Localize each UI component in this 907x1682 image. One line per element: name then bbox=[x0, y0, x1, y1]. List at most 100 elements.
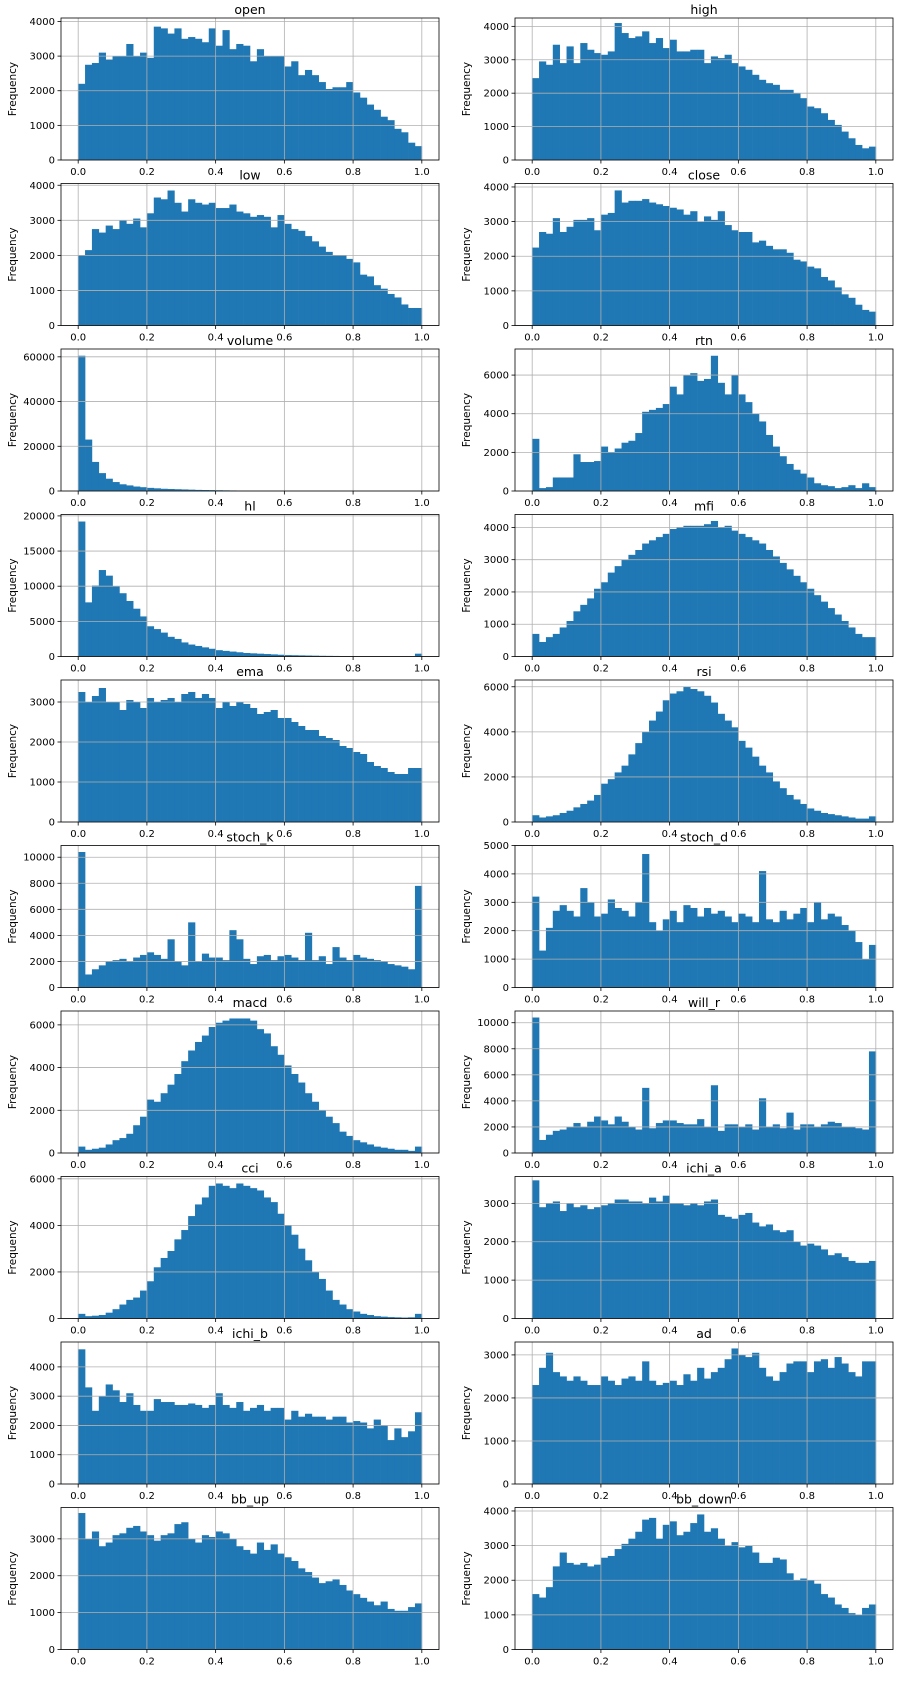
bar bbox=[236, 1402, 243, 1484]
bar bbox=[174, 203, 181, 326]
bar bbox=[587, 218, 594, 325]
x-tick-label: 0.4 bbox=[208, 1657, 224, 1668]
bar bbox=[133, 609, 140, 657]
bar bbox=[553, 911, 560, 988]
bar bbox=[133, 1125, 140, 1153]
bar bbox=[92, 1316, 99, 1319]
bar bbox=[147, 58, 154, 160]
bar bbox=[298, 1083, 305, 1153]
bar bbox=[683, 1374, 690, 1484]
bar bbox=[759, 1098, 766, 1153]
bar bbox=[291, 1561, 298, 1650]
bar bbox=[738, 534, 745, 657]
bar bbox=[841, 1364, 848, 1484]
bar bbox=[532, 78, 539, 160]
bar bbox=[209, 1027, 216, 1153]
bar bbox=[85, 250, 92, 325]
y-axis-label: Frequency bbox=[461, 889, 473, 943]
y-axis-label: Frequency bbox=[7, 1055, 19, 1109]
x-tick-label: 0.4 bbox=[662, 995, 678, 1006]
x-tick-label: 0.6 bbox=[730, 333, 746, 344]
bar bbox=[99, 688, 106, 822]
bar bbox=[580, 1381, 587, 1484]
bar bbox=[216, 1023, 223, 1153]
bar bbox=[663, 534, 670, 657]
x-tick-label: 0.8 bbox=[345, 1160, 361, 1171]
x-tick-label: 0.4 bbox=[208, 1491, 224, 1502]
bar bbox=[786, 795, 793, 822]
bar bbox=[532, 897, 539, 988]
x-tick-label: 0.0 bbox=[524, 498, 540, 509]
bar bbox=[731, 375, 738, 491]
y-tick-label: 4000 bbox=[484, 523, 509, 534]
bar bbox=[326, 89, 333, 160]
bar bbox=[326, 1420, 333, 1484]
bar bbox=[360, 1314, 367, 1319]
bar bbox=[752, 540, 759, 656]
bar bbox=[339, 746, 346, 822]
bar bbox=[677, 209, 684, 325]
bar bbox=[168, 1251, 175, 1319]
bar bbox=[869, 1604, 876, 1649]
bar bbox=[119, 959, 126, 988]
bar bbox=[862, 1263, 869, 1319]
bar bbox=[663, 1196, 670, 1319]
y-tick-label: 1000 bbox=[484, 1276, 509, 1287]
bar bbox=[99, 570, 106, 656]
bar bbox=[174, 1524, 181, 1649]
y-tick-label: 4000 bbox=[484, 869, 509, 880]
bar bbox=[85, 1387, 92, 1484]
bar bbox=[628, 555, 635, 657]
bar bbox=[154, 488, 161, 491]
bar bbox=[195, 698, 202, 822]
y-tick-label: 1000 bbox=[484, 286, 509, 297]
bar bbox=[140, 53, 147, 160]
bar bbox=[587, 50, 594, 160]
y-tick-label: 3000 bbox=[484, 898, 509, 909]
bar bbox=[677, 1203, 684, 1318]
bar bbox=[305, 70, 312, 160]
chart-title: rsi bbox=[696, 664, 711, 679]
bar bbox=[202, 694, 209, 822]
bar bbox=[339, 1585, 346, 1650]
bar bbox=[346, 1590, 353, 1649]
bar bbox=[250, 217, 257, 326]
chart-title: ichi_a bbox=[686, 1161, 722, 1176]
bar bbox=[92, 63, 99, 160]
bar bbox=[704, 908, 711, 988]
bar bbox=[594, 1385, 601, 1484]
x-tick-label: 0.6 bbox=[730, 664, 746, 675]
y-tick-label: 0 bbox=[49, 652, 55, 663]
y-tick-label: 4000 bbox=[30, 931, 55, 942]
chart-title: macd bbox=[233, 995, 268, 1010]
bar bbox=[848, 485, 855, 491]
bar bbox=[601, 447, 608, 491]
bar bbox=[759, 544, 766, 657]
bar bbox=[78, 1349, 85, 1484]
bar bbox=[738, 232, 745, 326]
bar bbox=[353, 1421, 360, 1484]
bar bbox=[154, 198, 161, 326]
y-axis-label: Frequency bbox=[461, 558, 473, 612]
bar bbox=[615, 1385, 622, 1484]
bar bbox=[264, 1550, 271, 1650]
bar bbox=[360, 98, 367, 160]
bar bbox=[236, 212, 243, 326]
x-tick-label: 0.8 bbox=[345, 829, 361, 840]
bar bbox=[408, 143, 415, 160]
bar bbox=[291, 229, 298, 325]
bar bbox=[195, 1405, 202, 1484]
bar bbox=[133, 702, 140, 822]
bar bbox=[704, 1201, 711, 1318]
bar bbox=[312, 960, 319, 987]
bar bbox=[546, 234, 553, 326]
bar bbox=[704, 1379, 711, 1484]
x-tick-label: 0.8 bbox=[345, 333, 361, 344]
bar bbox=[346, 748, 353, 822]
bar bbox=[387, 120, 394, 160]
bar bbox=[99, 1546, 106, 1649]
bar bbox=[106, 1313, 113, 1319]
bar bbox=[394, 1150, 401, 1153]
x-tick-label: 0.0 bbox=[70, 167, 86, 178]
y-tick-label: 1000 bbox=[484, 955, 509, 966]
